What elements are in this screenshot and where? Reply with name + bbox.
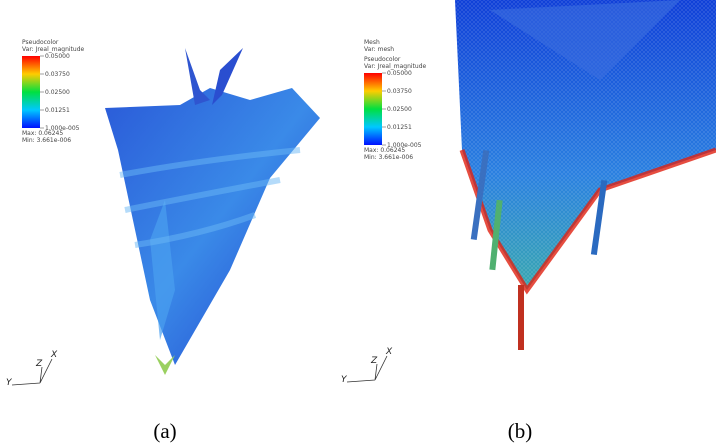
mesh-variable: Var: mesh bbox=[364, 46, 394, 53]
caption: (a) bbox=[153, 419, 176, 443]
legend-title: Pseudocolor bbox=[364, 56, 401, 63]
axis-label-y: Y bbox=[6, 378, 13, 388]
legend-tick-label: 0.05000 bbox=[387, 70, 412, 77]
axis-triad bbox=[12, 359, 52, 385]
axis-label-x: X bbox=[385, 347, 393, 357]
legend-tick-label: 0.03750 bbox=[387, 88, 412, 95]
legend-variable: Var: Jreal_magnitude bbox=[22, 46, 85, 53]
legend-variable: Var: Jreal_magnitude bbox=[364, 63, 427, 70]
axis-label-y: Y bbox=[341, 375, 348, 385]
legend-tick-label: 0.01251 bbox=[387, 124, 412, 131]
figure: PseudocolorVar: Jreal_magnitude0.050000.… bbox=[0, 0, 716, 446]
legend-min: Min: 3.661e-006 bbox=[364, 154, 413, 161]
axis-label-x: X bbox=[50, 350, 58, 360]
mesh-title: Mesh bbox=[364, 39, 380, 46]
color-bar bbox=[22, 56, 40, 128]
legend-tick-label: 0.02500 bbox=[387, 106, 412, 113]
legend-max: Max: 0.06245 bbox=[364, 147, 405, 154]
mesh-render bbox=[455, 0, 716, 350]
legend-max: Max: 0.06245 bbox=[22, 130, 63, 137]
legend-title: Pseudocolor bbox=[22, 39, 59, 46]
axis-label-z: Z bbox=[35, 359, 43, 369]
legend-min: Min: 3.661e-006 bbox=[22, 137, 71, 144]
axis-label-z: Z bbox=[370, 356, 378, 366]
color-bar bbox=[364, 73, 382, 145]
legend-tick-label: 0.05000 bbox=[45, 53, 70, 60]
legend-tick-label: 0.03750 bbox=[45, 71, 70, 78]
legend-tick-label: 0.01251 bbox=[45, 107, 70, 114]
aircraft-render bbox=[105, 48, 320, 375]
axis-triad bbox=[347, 356, 387, 382]
caption: (b) bbox=[508, 419, 533, 443]
legend-tick-label: 0.02500 bbox=[45, 89, 70, 96]
